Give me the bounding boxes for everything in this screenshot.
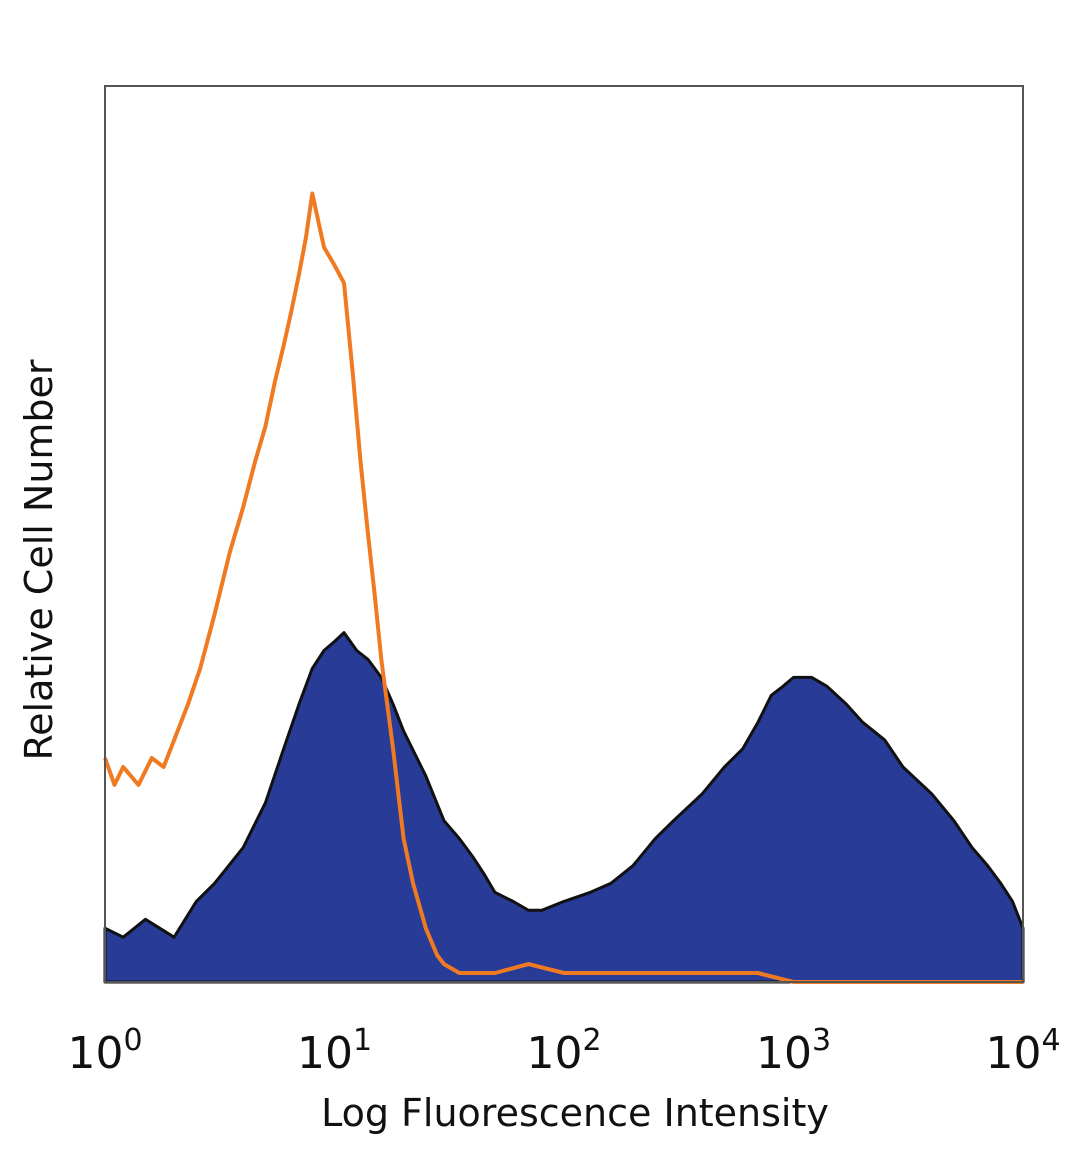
plot-frame [104,85,1024,983]
x-tick-label-0: 100 [67,1023,142,1079]
y-axis-label: Relative Cell Number [17,359,61,760]
x-axis-label: Log Fluorescence Intensity [321,1091,829,1135]
x-axis-ticks: 100 101 102 103 104 [67,1023,1060,1079]
x-tick-label-4: 104 [985,1023,1060,1079]
x-tick-label-1: 101 [297,1023,372,1079]
series-0-filled-histogram [103,631,1025,984]
x-tick-label-3: 103 [756,1023,831,1079]
series-1-outline-histogram [103,191,1023,984]
x-tick-label-2: 102 [526,1023,601,1079]
series-layer [103,191,1025,984]
